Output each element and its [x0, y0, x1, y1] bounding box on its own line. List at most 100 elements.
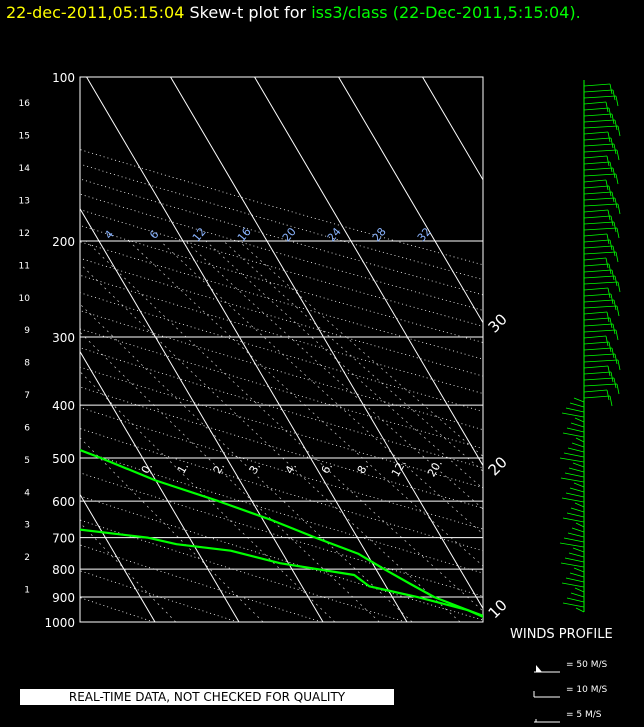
wind-barb-feather: [613, 221, 617, 233]
title-suffix: (22-Dec-2011,5:15:04).: [392, 3, 581, 22]
quality-disclaimer: REAL-TIME DATA, NOT CHECKED FOR QUALITY: [20, 689, 394, 705]
wind-barb: [567, 532, 585, 538]
wind-barb-feather: [607, 131, 611, 143]
wind-barb-feather: [617, 281, 621, 293]
pressure-tick-label: 800: [52, 563, 75, 577]
wind-barb-50-icon: [534, 665, 560, 673]
wind-barb: [570, 592, 585, 598]
isotherms: [80, 77, 644, 622]
wind-barb: [569, 402, 585, 408]
dry-adiabat: [80, 495, 483, 621]
wind-barb: [571, 442, 585, 448]
wind-barb: [573, 482, 585, 488]
wind-barb-feather: [614, 275, 618, 287]
height-tick-label: 12: [19, 229, 30, 239]
wind-barb: [564, 557, 585, 563]
mixing-ratio-label-lower: 2.: [211, 460, 228, 476]
height-tick-label: 5: [24, 456, 30, 466]
temperature-tick-right: 30: [485, 310, 511, 336]
wind-barb: [583, 305, 618, 309]
wind-barb: [562, 602, 585, 608]
wind-barb: [583, 173, 617, 177]
wind-barb: [583, 269, 613, 273]
isotherm-line: [254, 77, 483, 467]
wind-barb: [563, 452, 585, 458]
wind-barb-feather: [609, 239, 613, 251]
wind-barb-feather: [609, 317, 613, 329]
wind-barb-feather: [608, 263, 612, 275]
sounding-profiles: [80, 448, 483, 618]
chart-title: 22-dec-2011,05:15:04 Skew-t plot for iss…: [6, 3, 581, 22]
wind-barb: [570, 422, 585, 428]
wind-barb: [583, 203, 619, 207]
wind-barb: [583, 125, 619, 129]
wind-barb: [566, 512, 585, 518]
wind-barb: [583, 365, 609, 369]
dry-adiabat: [80, 292, 483, 412]
wind-legend-5: = 5 M/S: [532, 710, 602, 727]
height-tick-label: 16: [19, 99, 31, 109]
title-station: iss3/class: [311, 3, 388, 22]
wind-barb-feather: [615, 251, 619, 263]
dry-adiabat: [80, 428, 483, 552]
dry-adiabats: [80, 149, 483, 622]
wind-barb-feather: [611, 191, 615, 203]
title-datetime: 22-dec-2011,05:15:04: [6, 3, 185, 22]
plot-border: [79, 76, 484, 623]
height-tick-label: 6: [24, 423, 30, 433]
wind-barb: [572, 547, 585, 553]
mixing-ratio-line: [205, 240, 483, 490]
mixing-ratio-line: [160, 240, 483, 535]
wind-barb: [559, 542, 585, 548]
wind-barb: [583, 329, 617, 333]
wind-barb-feather: [612, 89, 616, 101]
wind-barb: [575, 437, 585, 443]
wind-barb: [573, 567, 585, 573]
mixing-ratio-lines: [80, 240, 483, 622]
wind-barb-feather: [616, 383, 620, 395]
mixing-ratio-label-lower: 4.: [283, 460, 300, 476]
wind-barb: [583, 89, 614, 93]
wind-barb: [573, 397, 585, 403]
wind-barb-feather: [605, 257, 609, 269]
wind-barb-feather: [610, 137, 614, 149]
height-tick-label: 10: [19, 294, 31, 304]
wind-barb-feather: [610, 371, 614, 383]
wind-barb: [583, 119, 616, 123]
dry-adiabat: [80, 597, 154, 622]
wind-barb: [561, 497, 585, 503]
axis-labels: 1002003004005006007008009001000123456789…: [19, 71, 511, 630]
wind-barb: [566, 597, 585, 603]
wind-barb: [583, 257, 607, 261]
height-tick-label: 13: [19, 196, 30, 206]
wind-barb: [575, 522, 585, 528]
wind-barb: [568, 552, 585, 558]
mixing-ratio-line: [128, 240, 483, 567]
wind-barb: [583, 137, 612, 141]
wind-barb: [583, 299, 615, 303]
isotherm-line: [591, 77, 644, 622]
wind-barb-feather: [608, 341, 612, 353]
wind-legend-10: = 10 M/S: [532, 685, 607, 702]
wind-barb-feather: [606, 233, 610, 245]
wind-barb: [565, 577, 585, 583]
wind-barb: [583, 251, 617, 255]
dewpoint-line: [80, 528, 483, 618]
wind-barb: [583, 359, 619, 363]
wind-barb: [569, 487, 585, 493]
wind-barb: [583, 149, 618, 153]
wind-barb-feather: [608, 185, 612, 197]
wind-barb: [574, 417, 585, 423]
wind-barb: [583, 101, 607, 105]
wind-barb: [560, 562, 585, 568]
pressure-tick-label: 1000: [44, 616, 75, 630]
isotherm-line: [80, 350, 240, 622]
height-tick-label: 3: [24, 521, 30, 531]
wind-barb: [583, 389, 608, 393]
wind-barb-feather: [606, 389, 610, 401]
temperature-tick-right: 20: [485, 453, 511, 479]
pressure-tick-label: 300: [52, 331, 75, 345]
wind-barb-feather: [617, 359, 621, 371]
wind-legend-50-label: = 50 M/S: [566, 660, 608, 670]
wind-barb: [583, 185, 610, 189]
